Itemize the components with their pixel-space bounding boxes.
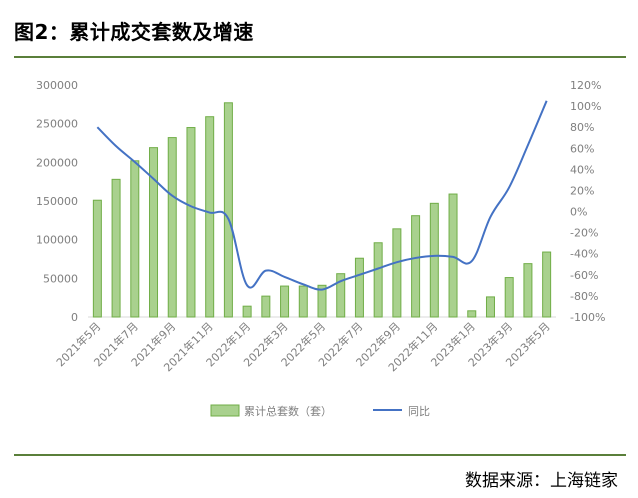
right-axis-tick-label: 40%	[570, 163, 594, 176]
left-axis-tick-label: 100000	[36, 234, 78, 247]
bar	[130, 160, 140, 318]
right-axis-tick-label: 120%	[570, 79, 601, 92]
bar	[523, 263, 533, 318]
legend: 累计总套数（套） 同比	[210, 404, 430, 418]
bar	[223, 102, 233, 318]
legend-line-label: 同比	[408, 405, 430, 418]
bar	[429, 202, 439, 318]
left-axis-tick-labels: 0 50000 100000 150000 200000 250000 300000	[36, 79, 78, 324]
bar	[448, 193, 458, 318]
right-axis-tick-label: -60%	[570, 269, 598, 282]
right-axis-tick-label: -40%	[570, 248, 598, 261]
right-axis-tick-label: 60%	[570, 142, 594, 155]
bar	[467, 310, 477, 318]
right-axis-tick-label: -100%	[570, 311, 605, 324]
bar	[373, 242, 383, 318]
bar	[411, 215, 421, 318]
bar	[336, 273, 346, 318]
left-axis-tick-label: 300000	[36, 79, 78, 92]
top-rule	[14, 56, 626, 58]
bar	[242, 305, 252, 318]
bar	[167, 137, 177, 318]
bar	[542, 251, 552, 318]
bar	[280, 285, 290, 318]
legend-bar-label: 累计总套数（套）	[244, 404, 332, 418]
yoy-line	[96, 100, 548, 291]
bar	[392, 228, 402, 318]
right-axis-tick-label: 80%	[570, 121, 594, 134]
figure-title: 图2：累计成交套数及增速	[14, 20, 254, 44]
bar	[261, 295, 271, 318]
bar	[111, 178, 121, 318]
right-axis-tick-label: 100%	[570, 100, 601, 113]
bar	[149, 147, 159, 318]
bar	[298, 285, 308, 318]
source-note: 数据来源：上海链家	[465, 471, 618, 491]
bar	[485, 296, 495, 318]
left-axis-tick-label: 200000	[36, 156, 78, 169]
bottom-rule	[14, 454, 626, 456]
bar	[92, 199, 102, 318]
left-axis-tick-label: 0	[71, 311, 78, 324]
right-axis-tick-label: -80%	[570, 290, 598, 303]
legend-bar-swatch	[210, 404, 240, 417]
right-axis-tick-labels: -100% -80% -60% -40% -20% 0% 20% 40% 60% 80% 100% 1…	[570, 79, 605, 324]
right-axis-tick-label: 0%	[570, 206, 587, 219]
right-axis-tick-label: -20%	[570, 227, 598, 240]
bar	[205, 116, 215, 318]
right-axis-tick-label: 20%	[570, 184, 594, 197]
x-axis-tick-labels: 2021年5月2021年7月2021年9月2021年11月2022年1月2022…	[53, 319, 552, 374]
bar	[186, 127, 196, 318]
bar	[317, 284, 327, 318]
left-axis-tick-label: 150000	[36, 195, 78, 208]
left-axis-tick-label: 50000	[43, 272, 78, 285]
bar	[504, 277, 514, 318]
bar-series	[92, 102, 552, 318]
left-axis-tick-label: 250000	[36, 118, 78, 131]
bar	[354, 257, 364, 318]
